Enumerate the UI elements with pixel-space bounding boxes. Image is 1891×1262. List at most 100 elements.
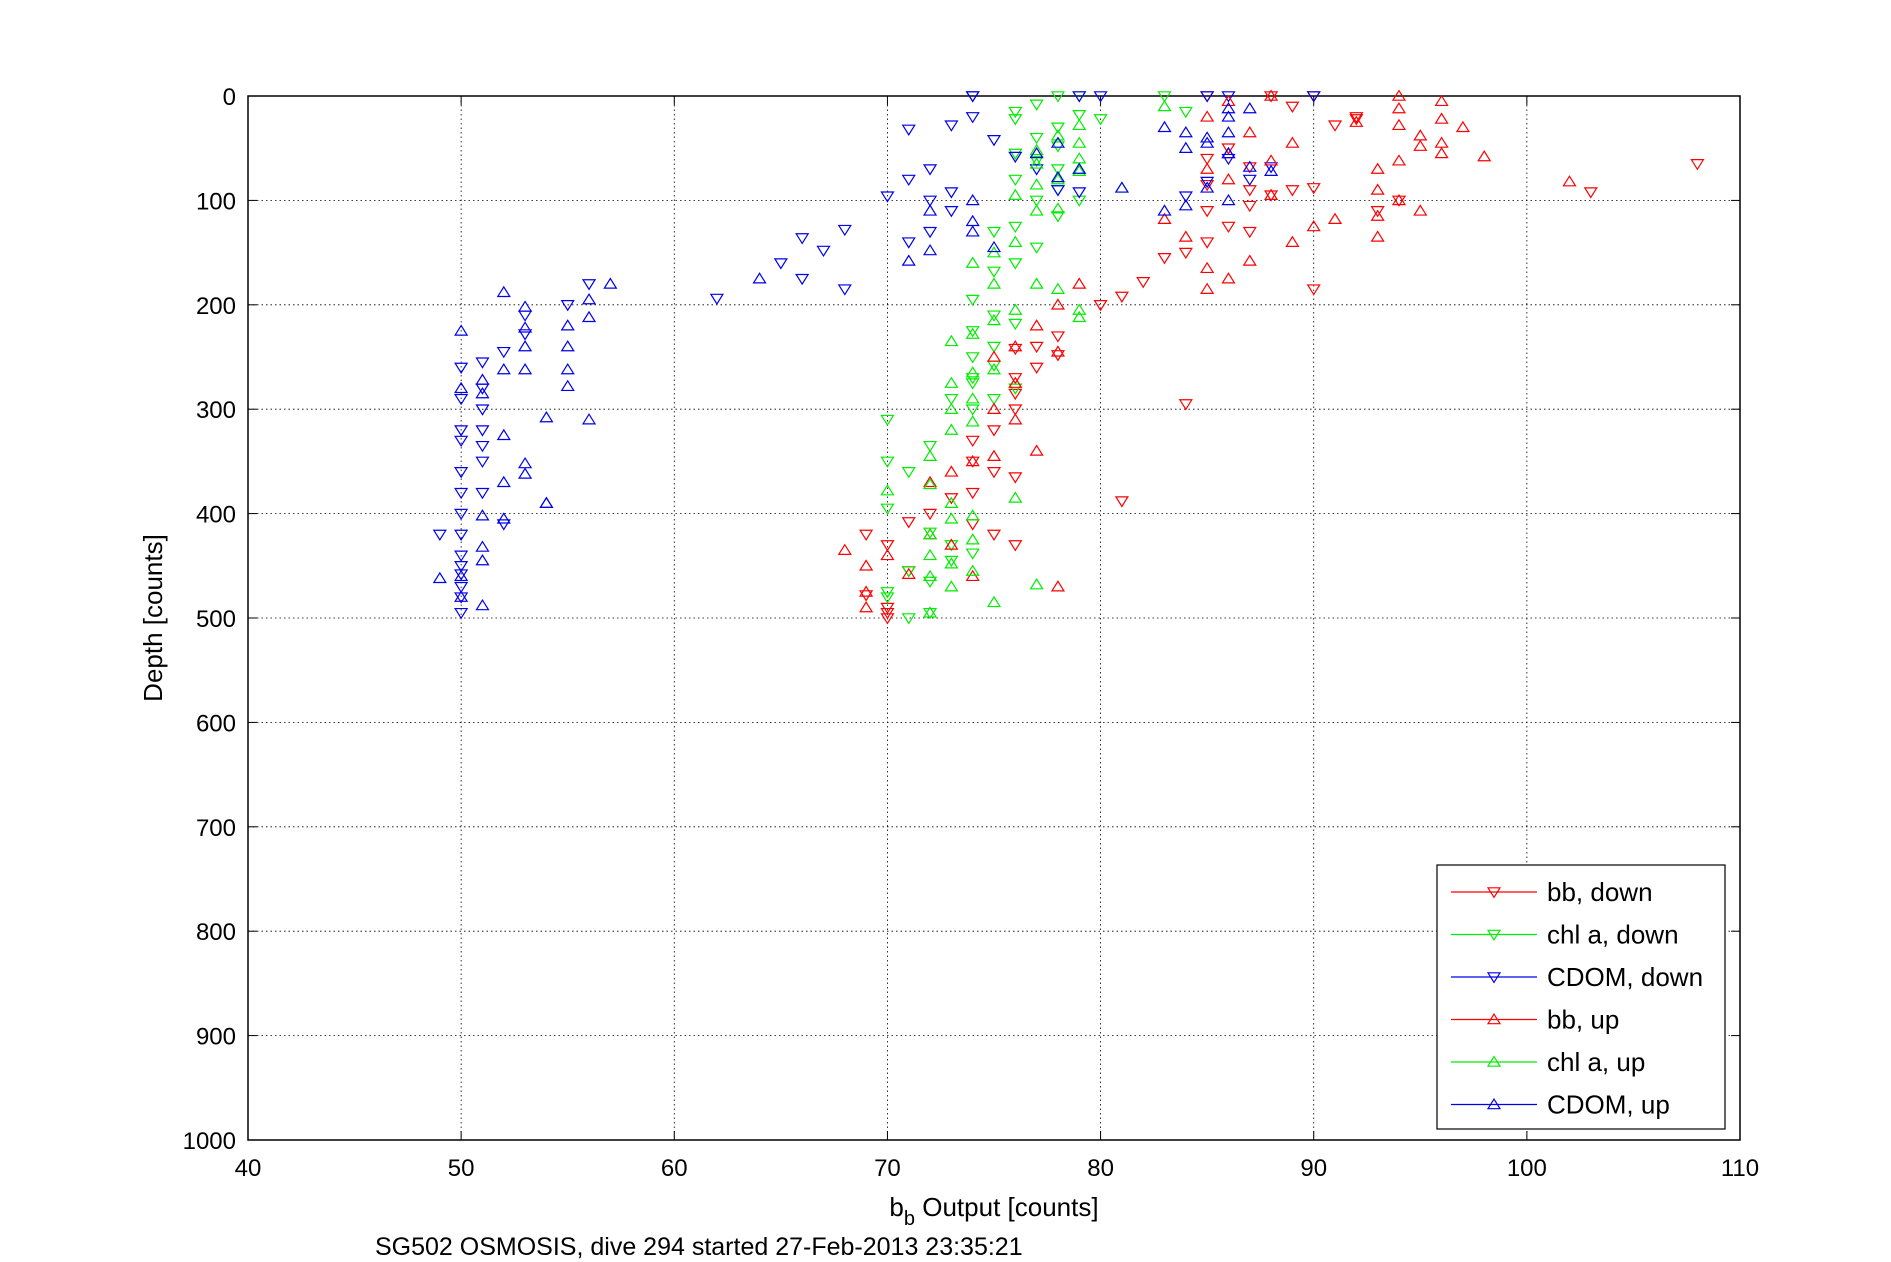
data-point — [1242, 160, 1257, 172]
data-point — [454, 581, 469, 594]
data-point — [454, 362, 469, 374]
y-tick-label: 100 — [196, 188, 236, 215]
data-point — [1178, 199, 1193, 211]
data-point — [986, 362, 1002, 375]
data-point — [1285, 185, 1300, 197]
data-point — [518, 340, 533, 352]
data-point — [454, 324, 469, 336]
data-point — [1008, 235, 1023, 247]
y-tick-label: 500 — [196, 606, 236, 633]
data-point — [432, 571, 447, 584]
data-point — [880, 414, 895, 427]
data-point — [1434, 146, 1449, 159]
data-point — [944, 557, 959, 569]
data-point — [454, 435, 469, 448]
data-point — [1008, 318, 1023, 331]
data-point — [965, 327, 980, 339]
data-point — [859, 585, 874, 597]
data-point — [1221, 193, 1236, 206]
data-point — [986, 425, 1002, 437]
data-point — [880, 613, 895, 625]
data-point — [1477, 150, 1492, 162]
legend-label: CDOM, up — [1547, 1090, 1670, 1120]
data-point — [965, 404, 980, 416]
data-point — [1050, 202, 1066, 214]
data-point — [1029, 341, 1044, 354]
data-point — [1242, 185, 1257, 197]
data-point — [1050, 164, 1066, 176]
legend-box — [1436, 864, 1726, 1130]
data-point — [1285, 136, 1300, 148]
data-point — [944, 538, 959, 550]
data-point — [986, 240, 1002, 253]
data-point — [1221, 110, 1236, 122]
x-tick-label: 60 — [661, 1155, 688, 1182]
data-point — [1029, 242, 1044, 254]
data-point — [432, 529, 447, 542]
legend-entry-chl-a-up: chl a, up — [1451, 1047, 1645, 1077]
data-point — [1008, 106, 1023, 119]
data-point — [965, 519, 980, 531]
data-point — [1050, 122, 1066, 134]
data-point — [1157, 99, 1172, 112]
data-point — [1029, 146, 1044, 159]
data-point — [837, 543, 852, 555]
data-point — [1008, 188, 1023, 200]
y-tick-label: 400 — [196, 502, 236, 529]
data-point — [965, 326, 980, 338]
data-point — [965, 548, 980, 560]
data-point — [965, 564, 980, 576]
data-point — [1008, 303, 1023, 315]
data-point — [880, 548, 895, 561]
data-point — [1008, 388, 1023, 401]
data-point — [1285, 235, 1300, 247]
data-point — [1391, 101, 1407, 114]
data-point — [1200, 206, 1215, 218]
data-point — [986, 313, 1002, 326]
data-point — [496, 346, 511, 359]
data-point — [944, 496, 959, 508]
data-point — [795, 273, 810, 286]
data-point — [880, 484, 895, 496]
x-tick-label: 70 — [874, 1155, 901, 1182]
data-point — [965, 533, 980, 545]
data-point — [965, 392, 980, 404]
data-point — [965, 509, 980, 521]
data-point — [880, 607, 895, 620]
data-point — [922, 243, 938, 256]
data-point — [475, 487, 490, 500]
data-point — [1221, 91, 1236, 103]
data-point — [1072, 195, 1087, 207]
data-point — [1114, 181, 1129, 193]
data-point — [922, 204, 938, 216]
data-point — [1434, 94, 1449, 107]
legend-marker — [1486, 929, 1502, 942]
data-point — [944, 423, 959, 435]
data-point — [1008, 151, 1023, 164]
data-point — [518, 456, 533, 469]
data-point — [1008, 221, 1023, 234]
data-point — [1178, 106, 1193, 119]
data-point — [1072, 109, 1087, 122]
data-point — [901, 254, 916, 266]
series-bb-up — [837, 89, 1577, 613]
data-point — [1008, 540, 1023, 552]
data-point — [1072, 187, 1087, 199]
data-point — [1050, 185, 1066, 197]
legend-label: chl a, up — [1547, 1047, 1645, 1077]
data-point — [539, 496, 554, 508]
data-point — [965, 193, 980, 206]
data-point — [922, 477, 938, 490]
data-point — [560, 340, 575, 352]
data-point — [1178, 230, 1193, 242]
data-point — [1264, 188, 1279, 200]
data-point — [1221, 153, 1236, 166]
data-point — [1050, 331, 1066, 343]
data-point — [1200, 282, 1215, 294]
y-tick-label: 1000 — [183, 1128, 236, 1155]
data-point — [1029, 319, 1044, 331]
x-axis-tick-labels: 40 50 60 70 80 90 100 110 — [235, 1155, 1759, 1182]
data-point — [1178, 399, 1193, 411]
data-point — [1029, 178, 1044, 190]
data-point — [1200, 237, 1215, 249]
